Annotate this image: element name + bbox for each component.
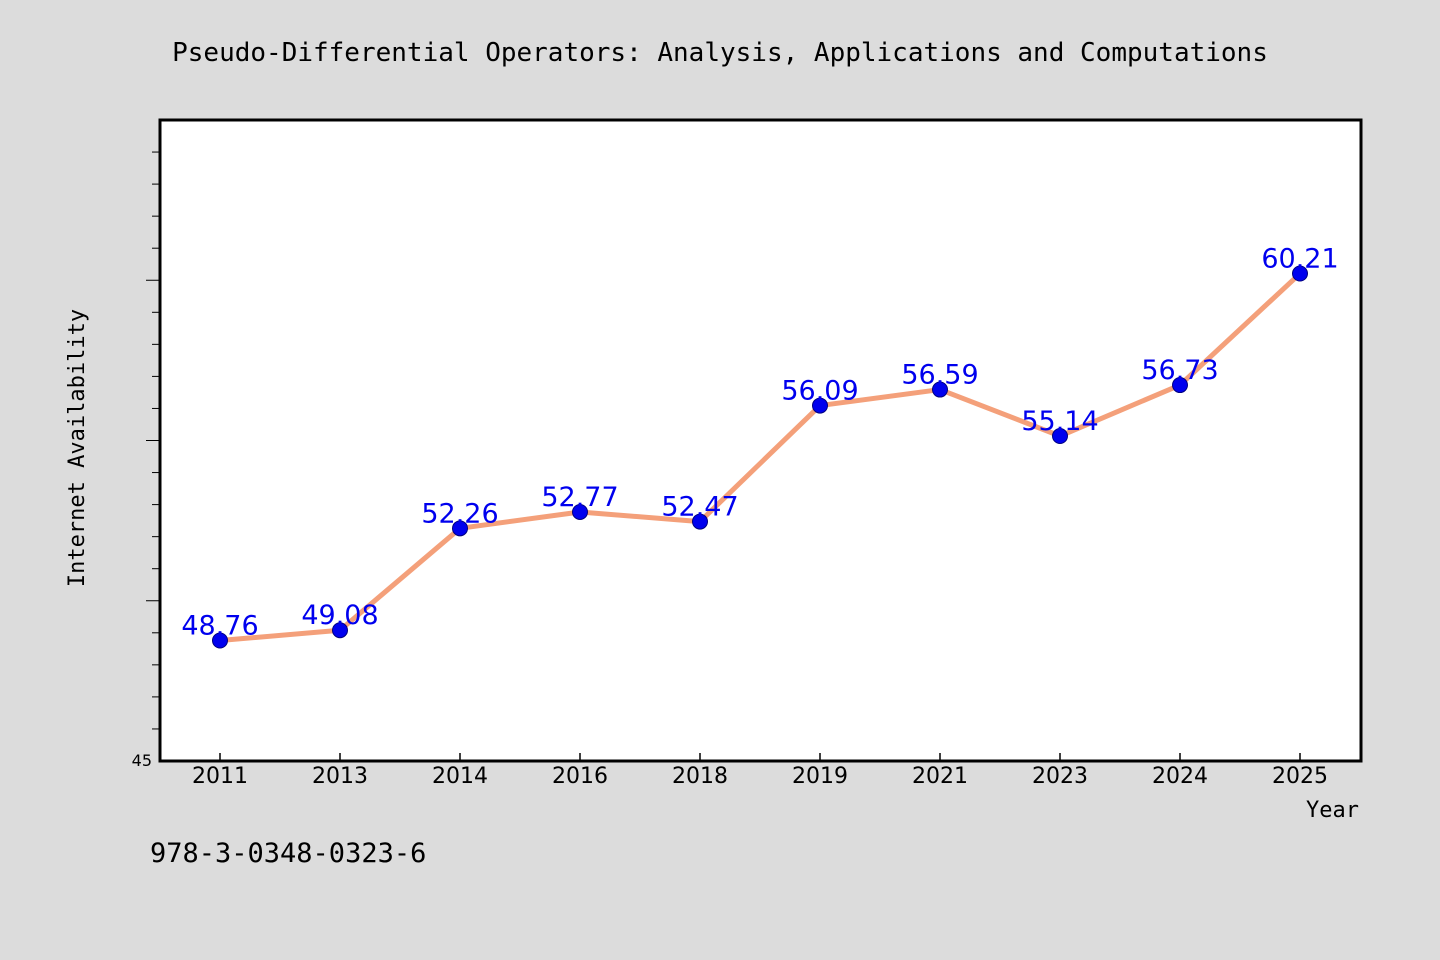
x-tick-label-2021: 2021 — [912, 764, 968, 789]
x-tick-label-2013: 2013 — [312, 764, 368, 789]
data-label-2018: 52.47 — [661, 492, 738, 523]
plot-area — [160, 120, 1361, 761]
data-label-2025: 60.21 — [1261, 244, 1338, 275]
x-axis-label: Year — [1306, 798, 1359, 823]
data-point-2013 — [332, 622, 348, 639]
marker-layer — [212, 265, 1308, 649]
x-axis-tick-labels: 2011 2013 2014 2016 2018 2019 2021 2023 2024 2025 — [192, 764, 1328, 789]
series-line — [217, 271, 1303, 643]
data-label-2019: 56.09 — [781, 376, 858, 407]
data-point-2016 — [572, 503, 588, 520]
data-point-2018 — [692, 513, 708, 530]
plot-frame — [158, 118, 1363, 763]
x-tick-label-2014: 2014 — [432, 764, 488, 789]
x-tick-label-2011: 2011 — [192, 764, 248, 789]
series-layer — [217, 271, 1303, 643]
data-label-2013: 49.08 — [301, 600, 378, 631]
data-point-2014 — [452, 520, 468, 537]
y-axis-label: Internet Availability — [65, 309, 90, 587]
data-point-2023 — [1052, 428, 1068, 445]
data-point-2024 — [1172, 377, 1188, 394]
data-point-2021 — [932, 381, 948, 398]
data-label-2024: 56.73 — [1141, 355, 1218, 386]
data-label-2016: 52.77 — [541, 482, 618, 513]
data-label-2021: 56.59 — [901, 360, 978, 391]
data-label-2023: 55.14 — [1021, 406, 1098, 437]
x-tick-label-2025: 2025 — [1272, 764, 1328, 789]
y-axis-ticks — [146, 151, 160, 730]
data-label-2011: 48.76 — [181, 610, 258, 641]
x-tick-label-2018: 2018 — [672, 764, 728, 789]
isbn-caption: 978-3-0348-0323-6 — [150, 838, 426, 869]
data-label-2014: 52.26 — [421, 498, 498, 529]
y-tick-label-45: 45 — [132, 751, 152, 770]
chart-title: Pseudo-Differential Operators: Analysis,… — [172, 38, 1268, 68]
x-tick-label-2019: 2019 — [792, 764, 848, 789]
x-tick-label-2023: 2023 — [1032, 764, 1088, 789]
x-tick-label-2024: 2024 — [1152, 764, 1208, 789]
x-tick-label-2016: 2016 — [552, 764, 608, 789]
data-point-2019 — [812, 397, 828, 414]
data-point-2011 — [212, 632, 228, 649]
data-point-2025 — [1292, 265, 1308, 282]
data-label-layer: 48.76 49.08 52.26 52.77 52.47 56.09 56.59 55.14… — [181, 244, 1338, 642]
